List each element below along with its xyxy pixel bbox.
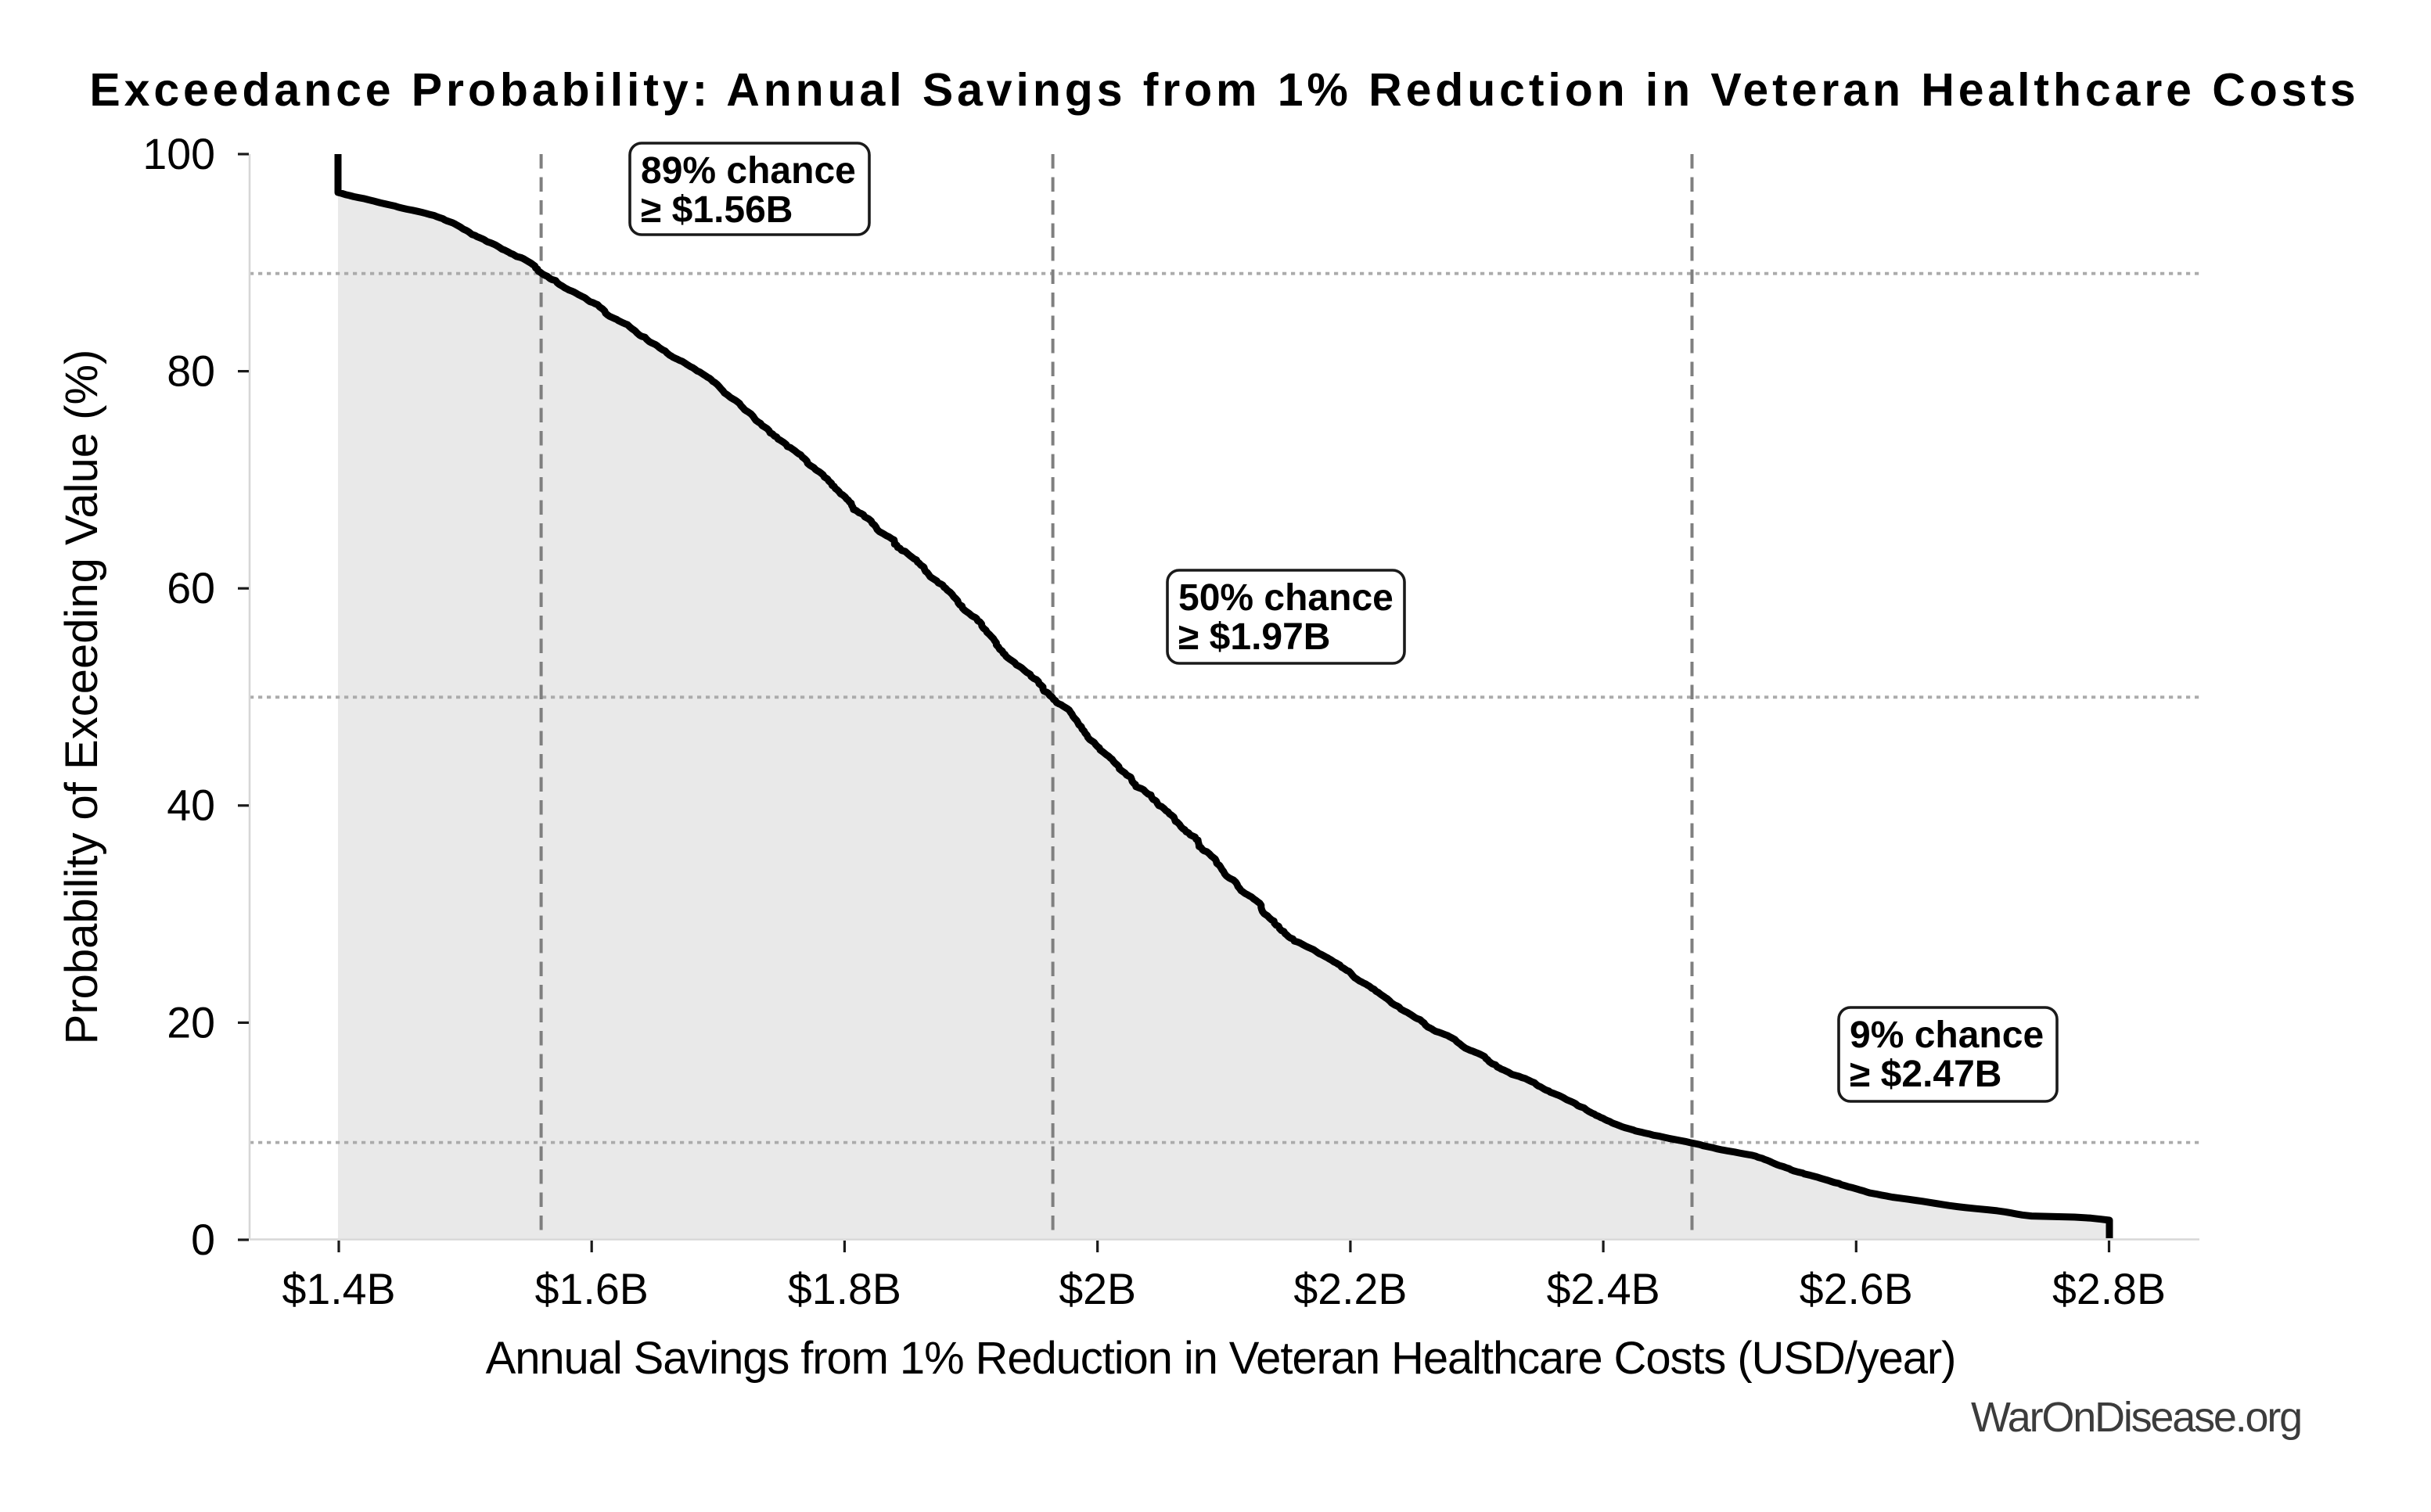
svg-text:20: 20 xyxy=(167,998,215,1047)
svg-text:80: 80 xyxy=(167,347,215,396)
svg-text:$2.8B: $2.8B xyxy=(2052,1265,2166,1313)
svg-text:$1.6B: $1.6B xyxy=(535,1265,649,1313)
svg-text:$2.2B: $2.2B xyxy=(1293,1265,1407,1313)
svg-text:$2B: $2B xyxy=(1059,1265,1136,1313)
svg-text:9% chance: 9% chance xyxy=(1850,1015,2044,1056)
svg-text:50% chance: 50% chance xyxy=(1178,577,1394,619)
svg-text:0: 0 xyxy=(191,1216,215,1264)
svg-text:Annual Savings from 1% Reducti: Annual Savings from 1% Reduction in Vete… xyxy=(486,1333,1956,1384)
svg-text:Exceedance Probability: Annual: Exceedance Probability: Annual Savings f… xyxy=(89,64,2359,116)
svg-text:40: 40 xyxy=(167,781,215,830)
svg-text:WarOnDisease.org: WarOnDisease.org xyxy=(1971,1394,2301,1441)
svg-text:Probability of Exceeding Value: Probability of Exceeding Value (%) xyxy=(56,350,107,1045)
svg-text:$1.8B: $1.8B xyxy=(788,1265,901,1313)
svg-text:89% chance: 89% chance xyxy=(641,150,856,192)
svg-text:100: 100 xyxy=(142,130,215,178)
svg-text:≥ $1.56B: ≥ $1.56B xyxy=(641,189,793,231)
svg-text:≥ $1.97B: ≥ $1.97B xyxy=(1178,616,1330,658)
svg-text:$1.4B: $1.4B xyxy=(282,1265,395,1313)
svg-text:60: 60 xyxy=(167,564,215,612)
svg-text:$2.4B: $2.4B xyxy=(1547,1265,1660,1313)
svg-text:$2.6B: $2.6B xyxy=(1800,1265,1913,1313)
svg-text:≥ $2.47B: ≥ $2.47B xyxy=(1850,1054,2001,1095)
